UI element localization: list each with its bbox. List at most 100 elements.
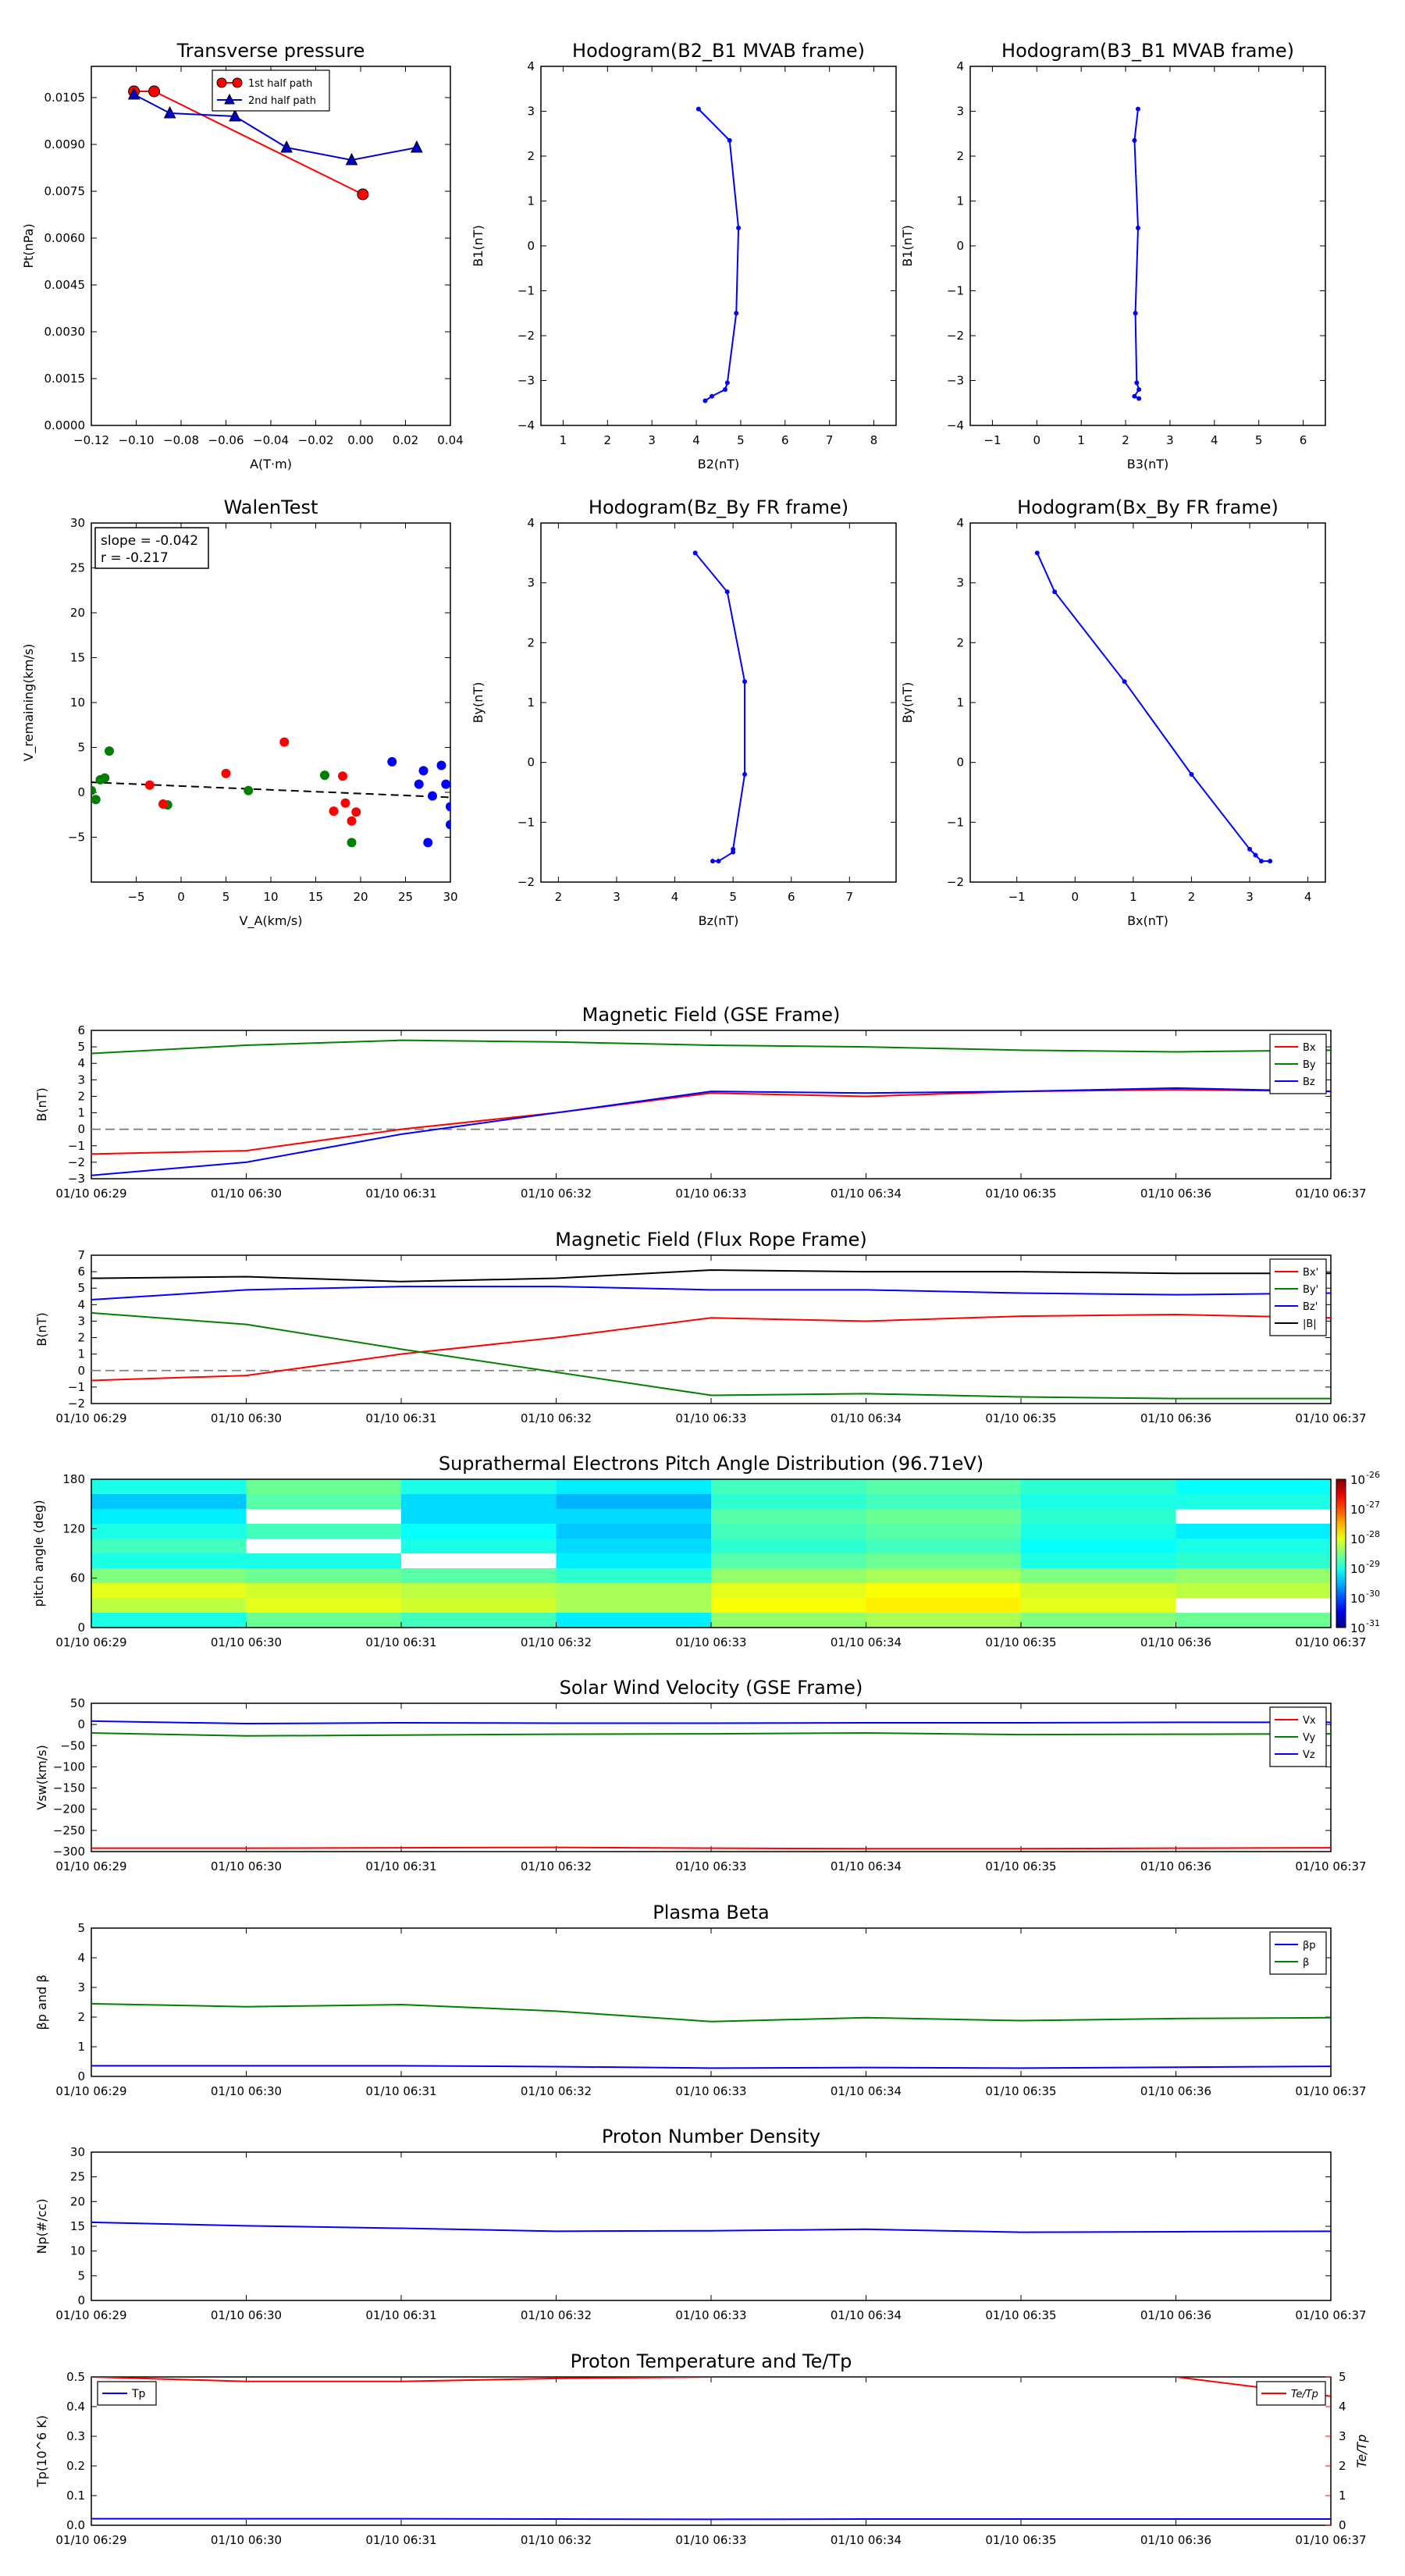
heatmap-cell [711, 1598, 866, 1613]
y-tick-label-right: 2 [1339, 2459, 1346, 2473]
x-tick-label: 01/10 06:36 [1140, 1859, 1211, 1873]
x-tick-label: 01/10 06:29 [55, 1635, 126, 1649]
data-point [1134, 380, 1140, 386]
chart-pad: Suprathermal Electrons Pitch Angle Distr… [31, 1453, 1380, 1649]
chart-title: Magnetic Field (Flux Rope Frame) [555, 1229, 866, 1251]
chart-title: Plasma Beta [653, 1902, 769, 1923]
x-tick-label: 3 [648, 433, 656, 447]
data-point [710, 859, 716, 864]
y-tick-label: −5 [68, 831, 85, 845]
data-point [280, 140, 293, 153]
series-line [133, 94, 418, 162]
x-axis-label: B2(nT) [698, 457, 740, 471]
y-tick-label: 25 [70, 561, 85, 575]
y-tick-label: 5 [77, 1921, 85, 1935]
x-tick-label: 01/10 06:33 [675, 2084, 746, 2098]
y-tick-label: 4 [527, 59, 535, 73]
x-tick-label: 01/10 06:34 [831, 1859, 902, 1873]
x-tick-label: 30 [443, 890, 457, 904]
x-tick-label: 01/10 06:29 [55, 1187, 126, 1201]
series-line-By' [91, 1311, 1331, 1400]
y-tick-label: −2 [518, 329, 535, 343]
y-tick-label: −3 [518, 374, 535, 388]
chart-walen-test: WalenTest −5 0 5 10 15 20 25 30 −5 0 5 10 15 20 25 30 V_A… [21, 496, 458, 929]
y-tick-label: 5 [77, 1040, 85, 1054]
legend-label: β [1303, 1957, 1309, 1969]
heatmap-cell [401, 1524, 557, 1539]
annotation-text: r = -0.217 [101, 550, 169, 566]
y-tick-label: 5 [77, 741, 85, 755]
y-tick-label: 15 [70, 651, 85, 665]
x-tick-label: 01/10 06:34 [831, 2308, 902, 2322]
chart-title: Solar Wind Velocity (GSE Frame) [560, 1677, 863, 1699]
x-tick-label: 01/10 06:32 [521, 1187, 592, 1201]
data-point [148, 85, 160, 98]
series-line-Tp [91, 2517, 1331, 2521]
heatmap-cell [556, 1509, 711, 1524]
data-point [736, 226, 742, 230]
legend-box [212, 69, 330, 112]
x-tick-label: 01/10 06:34 [831, 1411, 902, 1425]
series-line [698, 108, 740, 402]
series-line-Bz' [91, 1286, 1331, 1300]
y-tick-label: 0 [77, 2069, 85, 2083]
y-axis-label: Vsw(km/s) [34, 1745, 49, 1809]
y-tick-label: 0.0090 [44, 137, 86, 151]
heatmap-cell [401, 1539, 557, 1553]
data-point [742, 679, 748, 685]
heatmap-cell [246, 1524, 401, 1539]
data-point [436, 760, 446, 770]
heatmap-cell [401, 1613, 557, 1628]
x-tick-label: 01/10 06:33 [675, 1187, 746, 1201]
y-tick-label: 2 [77, 1331, 85, 1345]
data-point [742, 772, 748, 777]
x-tick-label: 01/10 06:32 [521, 2533, 592, 2547]
chart-hodogram-bx-by: Hodogram(Bx_By FR frame) −1 0 1 2 3 4 −2 −1 0 1 2 3 4… [900, 496, 1326, 928]
heatmap-cell [556, 1598, 711, 1613]
x-tick-label: 01/10 06:37 [1295, 1187, 1366, 1201]
y-tick-label: 20 [70, 606, 85, 620]
data-point [692, 550, 698, 556]
x-tick-label: 5 [222, 890, 230, 904]
heatmap-cell [91, 1509, 247, 1524]
x-tick-label: 15 [308, 890, 323, 904]
chart-title: Hodogram(B2_B1 MVAB frame) [572, 40, 865, 62]
x-tick-label: 2 [1188, 890, 1196, 904]
heatmap-cell [556, 1479, 711, 1494]
y-tick-label: 4 [956, 516, 964, 530]
x-tick-label: 2 [1122, 433, 1129, 447]
x-tick-label: 2 [604, 433, 612, 447]
y-tick-label: −2 [947, 875, 964, 889]
x-tick-label: 01/10 06:34 [831, 2084, 902, 2098]
chart-hodogram-b3-b1: Hodogram(B3_B1 MVAB frame) −1 0 1 2 3 4 5 6 −4 −3 −… [900, 40, 1326, 471]
legend-marker [232, 77, 243, 88]
heatmap-cell [1021, 1553, 1176, 1568]
y-axis-label-right: Te/Tp [1354, 2435, 1369, 2468]
x-tick-label: 01/10 06:37 [1295, 1635, 1366, 1649]
y-tick-label: 2 [956, 149, 964, 163]
heatmap-cell [866, 1553, 1021, 1568]
plot-area [91, 737, 450, 848]
chart-title: Proton Temperature and Te/Tp [571, 2350, 852, 2372]
series-line-Vz [91, 1720, 1331, 1725]
y-tick-label: 0 [77, 1123, 85, 1137]
x-tick-label: 01/10 06:35 [985, 2084, 1056, 2098]
series-line-Vx [91, 1846, 1331, 1850]
plot-frame [540, 66, 897, 426]
plot-frame [969, 522, 1326, 883]
y-axis-label: Tp(10^6 K) [34, 2415, 49, 2488]
x-tick-label: 01/10 06:37 [1295, 1411, 1366, 1425]
heatmap-cell [1021, 1613, 1176, 1628]
legend-label: Vx [1303, 1715, 1316, 1727]
data-point [1253, 852, 1258, 858]
data-point [345, 152, 358, 165]
heatmap-cell [866, 1524, 1021, 1539]
y-tick-label: 0.0060 [44, 231, 86, 245]
y-tick-label: 2 [956, 635, 964, 649]
legend-box [1269, 1931, 1327, 1975]
y-tick-label-right: 5 [1339, 2370, 1346, 2384]
y-axis-label: B1(nT) [471, 225, 486, 267]
x-tick-label: 01/10 06:31 [365, 2084, 436, 2098]
y-tick-label: 0.0075 [44, 184, 86, 198]
data-point [229, 109, 241, 122]
